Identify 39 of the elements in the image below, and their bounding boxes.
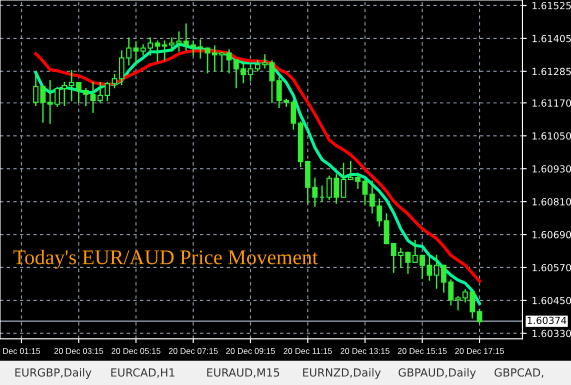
y-tick-label: 1.61405	[532, 34, 571, 42]
x-tick-label: 20 Dec 13:15	[340, 348, 390, 354]
text: EURNZD,Daily	[303, 368, 381, 379]
text: EURAUD,M15	[207, 368, 280, 378]
x-tick-label: 20 Dec 09:15	[226, 348, 275, 354]
text: GBPCAD,	[494, 368, 544, 378]
y-tick-label: 1.60450	[532, 296, 571, 304]
y-tick-label: 1.61285	[532, 68, 571, 76]
x-tick-label: 20 Dec 15:15	[398, 348, 447, 354]
candlestick	[133, 41, 139, 66]
x-tick-label: 20 Dec 17:15	[455, 348, 504, 354]
candlestick	[476, 309, 482, 324]
candlestick	[269, 60, 275, 104]
y-tick-label: 1.61525	[532, 2, 571, 10]
y-tick-label: 1.61050	[532, 132, 571, 140]
candlestick	[384, 213, 390, 244]
text: GBPAUD,Daily	[398, 368, 476, 379]
y-tick-label: 1.60570	[532, 264, 571, 272]
x-tick-label: 20 Dec 11:15	[284, 348, 332, 354]
candlestick	[154, 40, 160, 62]
candlestick	[340, 162, 346, 198]
x-tick-label: 20 Dec 07:15	[168, 348, 218, 354]
text: EURCAD,H1	[111, 368, 174, 378]
y-tick-label: 1.60330	[532, 330, 571, 338]
ref-line-label: 1.60374	[528, 316, 566, 324]
y-tick-label: 1.61170	[532, 99, 571, 107]
y-tick-label: 1.60690	[532, 231, 571, 238]
candlestick	[248, 64, 254, 82]
candlestick	[90, 82, 96, 113]
y-tick-label: 1.60810	[532, 198, 571, 206]
candlestick	[112, 74, 118, 88]
y-tick-label: 1.60930	[532, 165, 571, 173]
x-tick-label: Dec 01:15	[3, 348, 40, 354]
candlestick	[362, 178, 368, 205]
candlestick	[226, 49, 232, 74]
text: EURGBP,Daily	[15, 368, 92, 379]
annotation: Today's EUR/AUD Price Movement	[13, 250, 318, 269]
x-tick-label: 20 Dec 05:15	[112, 348, 160, 354]
x-tick-label: 20 Dec 03:15	[54, 348, 104, 354]
